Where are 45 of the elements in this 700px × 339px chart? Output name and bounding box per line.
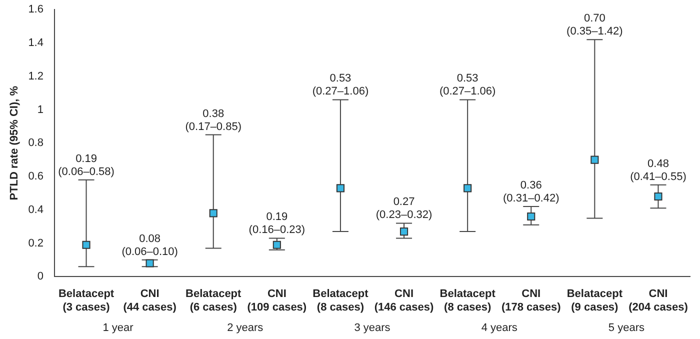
x-tick-label: CNI (146 cases) — [374, 288, 434, 314]
x-tick-label: CNI (109 cases) — [247, 288, 307, 314]
annotation: 0.53 (0.27–1.06) — [312, 72, 369, 98]
text: 1 year — [102, 322, 134, 334]
x-tick-label: Belatacept (8 cases) — [440, 288, 496, 314]
x-tick-label: Belatacept (6 cases) — [186, 288, 242, 314]
x-tick-label: Belatacept (9 cases) — [566, 288, 623, 314]
annotation: 0.27 (0.23–0.32) — [376, 196, 432, 222]
x-tick-label: CNI (204 cases) — [628, 288, 688, 314]
x-tick-label: CNI (44 cases) — [123, 288, 177, 314]
y-tick-label: 0.6 — [28, 170, 44, 183]
annotation: 0.36 (0.31–0.42) — [502, 180, 560, 205]
point — [400, 228, 408, 236]
point — [336, 184, 345, 192]
y-tick-label: 1 — [37, 104, 44, 116]
x-tick-label: CNI (178 cases) — [501, 288, 562, 314]
y-tick-label: 1.6 — [28, 4, 44, 16]
point — [82, 240, 90, 249]
point — [272, 240, 281, 249]
y-tick-label: 0.4 — [28, 204, 44, 216]
annotation: 0.08 (0.06–0.10) — [122, 232, 178, 258]
y-axis-title: PTLD rate (95% CI), % — [8, 86, 21, 200]
annotation: 0.19 (0.16–0.23) — [248, 211, 306, 236]
text: 3 years — [354, 322, 391, 334]
y-tick-label: 1.2 — [28, 70, 44, 82]
point — [654, 192, 662, 201]
point — [590, 156, 599, 164]
text: 5 years — [608, 322, 645, 334]
point — [464, 184, 472, 192]
text: 2 years — [227, 322, 264, 334]
annotation: 0.38 (0.17–0.85) — [185, 108, 242, 133]
y-tick-label: 0.8 — [28, 137, 44, 150]
point — [146, 259, 154, 268]
annotation: 0.48 (0.41–0.55) — [630, 158, 686, 183]
annotation: 0.53 (0.27–1.06) — [439, 72, 496, 98]
point — [527, 212, 536, 221]
annotation: 0.70 (0.35–1.42) — [566, 12, 623, 38]
point — [209, 209, 218, 218]
y-tick-label: 1.4 — [28, 37, 44, 50]
y-tick-label: 0.2 — [28, 237, 44, 250]
y-tick-label: 0 — [37, 270, 44, 283]
text: 4 years — [481, 322, 518, 334]
x-tick-label: Belatacept (3 cases) — [58, 288, 114, 314]
x-tick-label: Belatacept (8 cases) — [312, 288, 369, 314]
annotation: 0.19 (0.06–0.58) — [58, 152, 114, 178]
